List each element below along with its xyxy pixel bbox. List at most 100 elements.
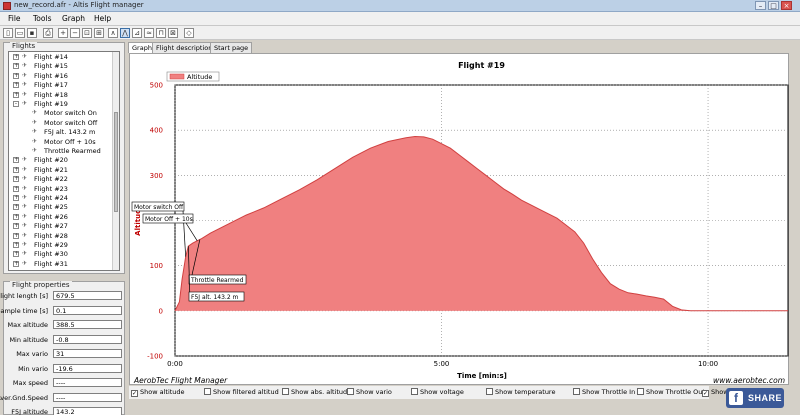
show-option-2[interactable]: Show abs. altitude: [282, 388, 351, 396]
flight-event-item[interactable]: ✈ Motor switch Off: [9, 119, 113, 128]
flight-event-item[interactable]: ✈ Motor switch On: [9, 109, 113, 118]
expand-icon[interactable]: +: [13, 62, 20, 70]
expand-icon[interactable]: +: [13, 203, 20, 211]
flight-tree-item[interactable]: + ✈ Flight #23: [9, 185, 113, 194]
checkbox[interactable]: [347, 388, 354, 395]
scrollbar-thumb[interactable]: [114, 112, 118, 212]
y-axis-label: Altitude: [134, 204, 142, 236]
menu-file[interactable]: File: [8, 14, 21, 23]
expand-icon[interactable]: +: [13, 222, 20, 230]
checkbox[interactable]: [486, 388, 493, 395]
flight-tree-item[interactable]: + ✈ Flight #22: [9, 175, 113, 184]
flight-tree-item[interactable]: - ✈ Flight #19: [9, 100, 113, 109]
expand-icon[interactable]: +: [13, 250, 20, 258]
show-option-1[interactable]: Show filtered altitud: [204, 388, 279, 396]
expand-icon[interactable]: +: [13, 90, 20, 98]
flight-tree-item[interactable]: + ✈ Flight #25: [9, 203, 113, 212]
property-label: Min vario: [18, 364, 48, 373]
print-icon: ⎙: [45, 29, 51, 37]
glider-icon: ✈: [22, 194, 28, 201]
flight-tree-item[interactable]: + ✈ Flight #30: [9, 250, 113, 259]
checkbox[interactable]: [637, 388, 644, 395]
flight-tree-item[interactable]: + ✈ Flight #17: [9, 81, 113, 90]
show-option-6[interactable]: Show Throttle In: [573, 388, 635, 396]
maximize-button[interactable]: □: [768, 1, 779, 10]
expand-icon[interactable]: +: [13, 259, 20, 267]
property-value: ----: [53, 378, 122, 387]
show-option-8[interactable]: ✓ Show: [702, 388, 729, 397]
tree-item-label: Flight #30: [34, 250, 68, 259]
graph-vario-button[interactable]: ⋀: [120, 28, 130, 38]
flight-tree-item[interactable]: + ✈ Flight #28: [9, 232, 113, 241]
show-option-5[interactable]: Show temperature: [486, 388, 555, 396]
flight-event-item[interactable]: ✈ F5J alt. 143.2 m: [9, 128, 113, 137]
y-tick-label: 400: [150, 127, 163, 135]
checkbox[interactable]: ✓: [702, 390, 709, 397]
flight-tree-item[interactable]: + ✈ Flight #15: [9, 62, 113, 71]
flight-tree-item[interactable]: + ✈ Flight #18: [9, 91, 113, 100]
flight-event-item[interactable]: ✈ Motor Off + 10s: [9, 138, 113, 147]
flight-tree-item[interactable]: + ✈ Flight #26: [9, 213, 113, 222]
collapse-icon[interactable]: -: [13, 100, 19, 107]
show-option-7[interactable]: Show Throttle Out: [637, 388, 705, 396]
checkbox[interactable]: [204, 388, 211, 395]
graph-altitude-button[interactable]: ∧: [108, 28, 118, 38]
facebook-share-button[interactable]: f SHARE: [726, 388, 784, 408]
open-button[interactable]: ▭: [15, 28, 25, 38]
zoom-select-button[interactable]: ⊞: [94, 28, 104, 38]
expand-icon[interactable]: +: [13, 175, 20, 183]
save-button[interactable]: ▪: [27, 28, 37, 38]
flight-tree-item[interactable]: + ✈ Flight #21: [9, 166, 113, 175]
expand-icon[interactable]: +: [13, 71, 20, 79]
checkbox[interactable]: [573, 388, 580, 395]
tree-scrollbar[interactable]: [112, 52, 119, 270]
checkbox[interactable]: [282, 388, 289, 395]
expand-icon[interactable]: +: [13, 156, 20, 164]
zoom-out-button[interactable]: −: [70, 28, 80, 38]
zoom-fit-button[interactable]: ⊡: [82, 28, 92, 38]
flight-event-item[interactable]: ✈ Throttle Rearmed: [9, 147, 113, 156]
flight-tree-item[interactable]: + ✈ Flight #24: [9, 194, 113, 203]
flight-tree-item[interactable]: + ✈ Flight #29: [9, 241, 113, 250]
flight-tree-item[interactable]: + ✈ Flight #16: [9, 72, 113, 81]
close-button[interactable]: ×: [781, 1, 792, 10]
zoom-select-icon: ⊞: [96, 29, 102, 37]
flight-tree-item[interactable]: + ✈ Flight #20: [9, 156, 113, 165]
tab-flight-description[interactable]: Flight description: [152, 42, 217, 53]
expand-icon[interactable]: +: [13, 231, 20, 239]
minimize-button[interactable]: –: [755, 1, 766, 10]
graph-temp-button[interactable]: ≈: [144, 28, 154, 38]
graph-throttle-button[interactable]: ⊓: [156, 28, 166, 38]
checkbox[interactable]: [411, 388, 418, 395]
flight-tree-item[interactable]: + ✈ Flight #14: [9, 53, 113, 62]
zoom-in-icon: +: [60, 29, 66, 37]
expand-icon[interactable]: +: [13, 81, 20, 89]
expand-icon[interactable]: +: [13, 212, 20, 220]
tab-start-page[interactable]: Start page: [210, 42, 253, 53]
flights-tree[interactable]: + ✈ Flight #14 + ✈ Flight #15 + ✈ Flight #16 + ✈ Fl…: [8, 51, 120, 271]
flight-tree-item[interactable]: + ✈ Flight #31: [9, 260, 113, 269]
eraser-button[interactable]: ◇: [184, 28, 194, 38]
option-label: Show vario: [356, 388, 392, 396]
show-option-3[interactable]: Show vario: [347, 388, 392, 396]
expand-icon[interactable]: +: [13, 241, 20, 248]
new-button[interactable]: ▯: [3, 28, 13, 38]
checkbox[interactable]: ✓: [131, 390, 138, 397]
tree-item-label: Flight #14: [34, 53, 68, 61]
graph-all-button[interactable]: ⊠: [168, 28, 178, 38]
expand-icon[interactable]: +: [13, 53, 20, 60]
zoom-in-button[interactable]: +: [58, 28, 68, 38]
menu-tools[interactable]: Tools: [33, 14, 52, 23]
graph-speed-button[interactable]: ⊿: [132, 28, 142, 38]
menu-graph[interactable]: Graph: [62, 14, 86, 23]
print-button[interactable]: ⎙: [43, 28, 53, 38]
menu-help[interactable]: Help: [94, 14, 112, 23]
show-option-4[interactable]: Show voltage: [411, 388, 464, 396]
expand-icon[interactable]: +: [13, 165, 20, 173]
menu-bar: File Tools Graph Help: [0, 12, 800, 26]
flight-tree-item[interactable]: + ✈ Flight #27: [9, 222, 113, 231]
expand-icon[interactable]: +: [13, 194, 20, 201]
tree-item-label: F5J alt. 143.2 m: [44, 128, 96, 137]
show-option-0[interactable]: ✓ Show altitude: [131, 388, 185, 397]
expand-icon[interactable]: +: [13, 184, 20, 192]
